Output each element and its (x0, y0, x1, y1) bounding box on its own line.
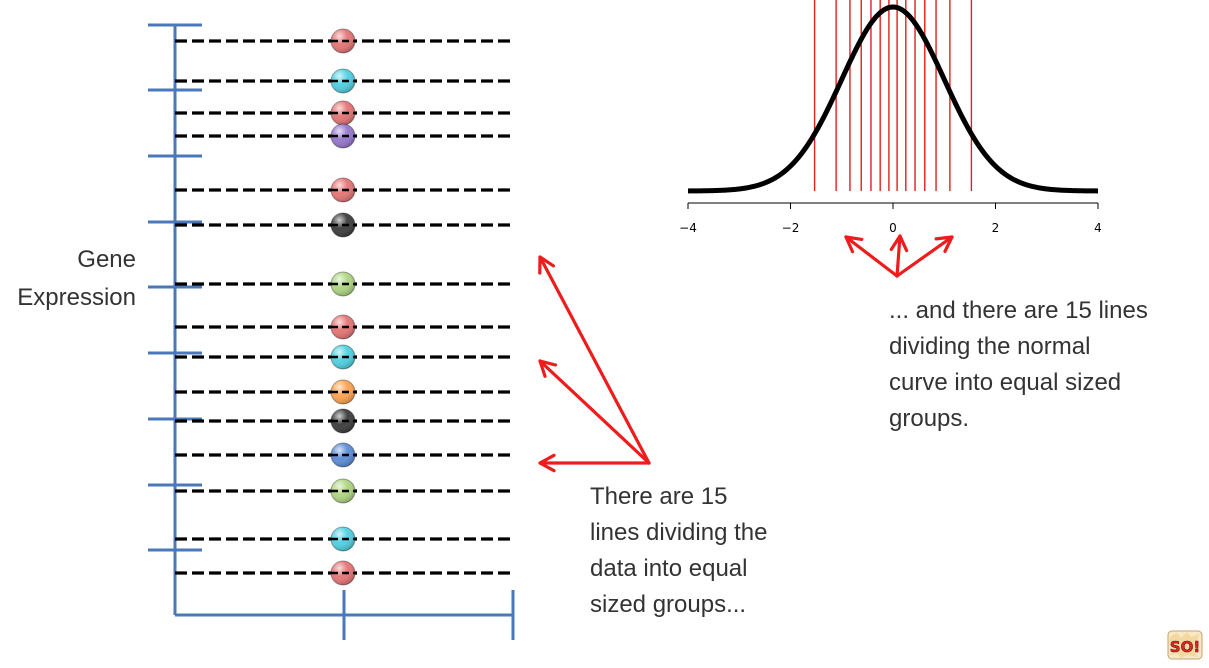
normal-quantile-lines (813, 0, 973, 191)
caption-line: sized groups... (590, 591, 747, 618)
arrow-shaft (844, 235, 899, 278)
caption-line: curve into equal sized (889, 369, 1122, 396)
y-axis-label: Gene Expression (0, 241, 136, 317)
x-tick-label: −2 (782, 221, 800, 235)
x-tick-label: 2 (992, 221, 1000, 235)
caption-line: dividing the normal (889, 333, 1091, 360)
normal-curve (687, 4, 1099, 194)
arrow-head (934, 235, 954, 253)
caption-line: ... and there are 15 lines (889, 297, 1148, 324)
caption-line: There are 15 (590, 483, 728, 510)
channel-logo-icon: SO! (1167, 630, 1203, 660)
arrow-head (538, 453, 556, 473)
arrow-shaft (538, 255, 651, 465)
arrow-shaft (895, 235, 954, 278)
normal-curve-plot: −4 −2 0 2 4 (679, 0, 1102, 235)
gene-expression-plot (148, 23, 515, 640)
arrow-shaft (895, 234, 902, 278)
x-tick-label: 4 (1094, 221, 1102, 235)
y-axis-label-line: Expression (17, 284, 136, 311)
normal-curve-caption: ... and there are 15 lines dividing the … (889, 293, 1148, 437)
caption-line: groups. (889, 405, 970, 432)
annotation-arrows (538, 234, 954, 473)
logo-text: SO! (1170, 638, 1200, 656)
data-points (330, 28, 356, 586)
caption-line: lines dividing the (590, 519, 768, 546)
arrow-head (538, 255, 555, 275)
arrow-head (844, 235, 864, 254)
plot-axes (148, 23, 515, 640)
data-caption: There are 15 lines dividing the data int… (590, 479, 767, 623)
normal-x-axis: −4 −2 0 2 4 (679, 202, 1102, 235)
y-axis-label-line: Gene (77, 246, 136, 273)
x-tick-label: −4 (679, 221, 697, 235)
arrow-head (889, 234, 909, 253)
x-tick-label: 0 (889, 221, 897, 235)
arrow-shaft (538, 359, 651, 465)
caption-line: data into equal (590, 555, 748, 582)
quantile-dash-lines (175, 39, 513, 575)
arrow-head (538, 359, 558, 378)
